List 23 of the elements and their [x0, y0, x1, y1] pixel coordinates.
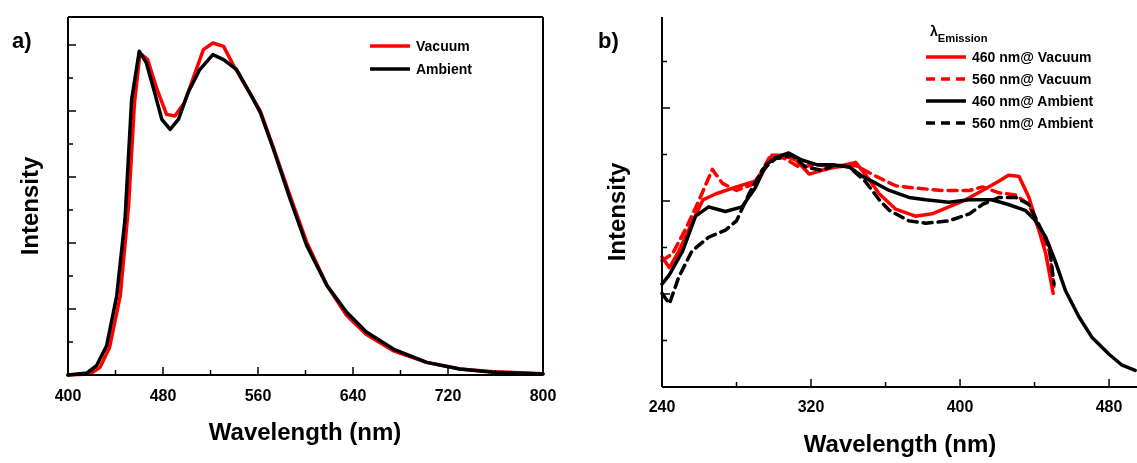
legend-label: 460 nm@ Ambient	[972, 93, 1094, 109]
x-axis-title: Wavelength (nm)	[803, 430, 997, 457]
text: b)	[598, 28, 619, 53]
x-tick-label: 640	[339, 387, 367, 404]
text: a)	[12, 28, 32, 53]
x-tick-label: 800	[529, 387, 557, 404]
x-tick-label: 240	[648, 398, 676, 415]
x-tick-label: 720	[434, 387, 462, 404]
x-tick-label: 320	[797, 398, 825, 415]
y-axis-title: Intensity	[16, 156, 43, 256]
legend-label: 560 nm@ Vacuum	[972, 71, 1092, 87]
x-tick-label: 400	[946, 398, 974, 415]
x-tick-label: 480	[1095, 398, 1123, 415]
legend-label: 560 nm@ Ambient	[972, 115, 1094, 131]
legend-label: Vacuum	[416, 38, 470, 54]
legend-label: 460 nm@ Vacuum	[972, 49, 1092, 65]
x-axis-title: Wavelength (nm)	[208, 418, 402, 445]
y-axis-title: Intensity	[603, 162, 630, 262]
x-tick-label: 560	[244, 387, 272, 404]
x-tick-label: 400	[54, 387, 82, 404]
x-tick-label: 480	[149, 387, 177, 404]
legend-label: Ambient	[416, 61, 473, 77]
legend-title: λ$_{Emission}$	[930, 23, 988, 44]
